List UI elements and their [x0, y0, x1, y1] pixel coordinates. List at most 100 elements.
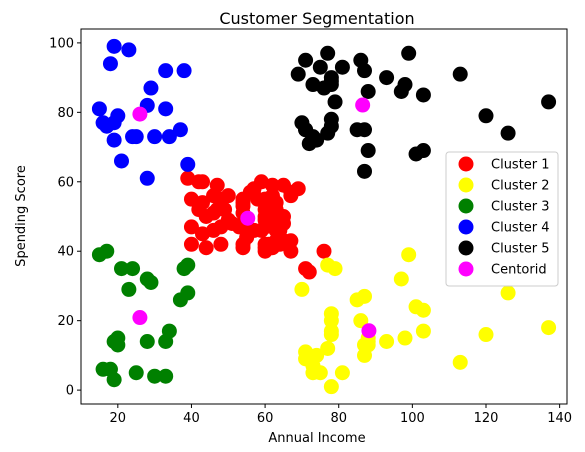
- point-cluster-2-15: [334, 365, 350, 381]
- point-cluster-2-25: [393, 271, 409, 287]
- x-tick-label: 100: [400, 411, 425, 426]
- point-cluster-5-18: [327, 94, 343, 110]
- point-cluster-2-26: [397, 330, 413, 346]
- point-cluster-2-24: [379, 334, 395, 349]
- point-cluster-5-27: [379, 70, 395, 86]
- y-tick-label: 0: [66, 384, 74, 399]
- legend-label-cluster-2: Cluster 2: [491, 179, 550, 194]
- point-cluster-3-15: [147, 368, 163, 384]
- point-cluster-2-32: [478, 327, 494, 343]
- point-cluster-2-31: [452, 354, 468, 370]
- point-centorid-4: [361, 323, 377, 339]
- point-cluster-5-22: [357, 163, 372, 179]
- point-cluster-5-37: [541, 94, 557, 110]
- point-cluster-1-65: [283, 233, 299, 249]
- point-cluster-5-0: [290, 66, 306, 82]
- x-axis-label: Annual Income: [268, 431, 365, 446]
- point-cluster-5-9: [312, 59, 328, 75]
- point-cluster-2-0: [294, 281, 310, 297]
- point-cluster-4-15: [147, 129, 163, 145]
- ticks-layer: 20 40 60 80 100 120 140 0 20 40 60 80 100: [49, 36, 572, 426]
- point-cluster-4-7: [110, 108, 126, 124]
- legend-marker-cluster-2: [458, 177, 474, 193]
- point-cluster-4-16: [158, 101, 174, 117]
- point-cluster-3-11: [128, 365, 144, 381]
- point-cluster-4-5: [106, 132, 122, 148]
- x-tick-label: 40: [183, 411, 200, 426]
- point-cluster-4-13: [139, 170, 155, 186]
- point-cluster-2-33: [500, 285, 516, 301]
- point-cluster-1-72: [316, 243, 332, 259]
- point-cluster-1-69: [290, 181, 306, 197]
- point-cluster-4-21: [180, 156, 196, 172]
- legend-label-cluster-1: Cluster 1: [491, 158, 550, 173]
- point-centorid-0: [132, 106, 148, 122]
- point-cluster-1-18: [213, 236, 229, 252]
- legend-label-cluster-5: Cluster 5: [491, 242, 550, 257]
- point-cluster-5-34: [452, 66, 468, 82]
- x-tick-label: 140: [547, 411, 572, 426]
- point-cluster-4-3: [102, 56, 118, 72]
- point-cluster-1-6: [195, 195, 210, 211]
- point-cluster-3-16: [158, 368, 174, 384]
- point-cluster-5-33: [415, 143, 431, 159]
- x-tick-label: 120: [474, 411, 499, 426]
- point-cluster-5-17: [323, 111, 339, 127]
- point-cluster-5-32: [415, 87, 431, 103]
- point-cluster-1-15: [209, 177, 225, 193]
- point-cluster-2-12: [323, 327, 339, 343]
- point-cluster-3-9: [121, 281, 137, 297]
- point-cluster-3-7: [110, 337, 126, 353]
- point-cluster-2-29: [415, 323, 431, 339]
- point-cluster-1-21: [220, 188, 236, 204]
- y-tick-label: 80: [57, 106, 74, 121]
- legend-label-cluster-3: Cluster 3: [491, 200, 550, 215]
- point-cluster-5-19: [334, 59, 350, 75]
- point-cluster-4-11: [128, 129, 144, 145]
- point-cluster-3-18: [161, 323, 177, 339]
- point-cluster-5-36: [500, 125, 516, 141]
- point-cluster-5-29: [397, 77, 413, 93]
- point-centorid-3: [355, 97, 371, 113]
- point-cluster-1-10: [198, 240, 214, 256]
- point-cluster-2-17: [353, 313, 369, 329]
- y-axis-label: Spending Score: [14, 165, 29, 267]
- point-centorid-2: [240, 210, 256, 226]
- point-cluster-1-71: [301, 264, 317, 280]
- legend: Cluster 1 Cluster 2 Cluster 3 Cluster 4 Clus…: [445, 151, 559, 287]
- legend-marker-cluster-5: [458, 240, 474, 256]
- point-cluster-2-7: [320, 340, 336, 356]
- point-cluster-5-23: [357, 122, 372, 138]
- point-cluster-3-10: [125, 261, 141, 277]
- point-cluster-5-25: [360, 84, 376, 99]
- y-tick-label: 40: [57, 245, 74, 260]
- y-tick-label: 100: [49, 36, 74, 51]
- point-cluster-5-8: [309, 132, 325, 148]
- point-cluster-4-20: [176, 63, 192, 79]
- points-layer: [91, 38, 557, 395]
- chart-title: Customer Segmentation: [219, 9, 414, 28]
- point-cluster-2-11: [323, 313, 339, 329]
- point-cluster-2-18: [357, 288, 372, 304]
- point-cluster-5-35: [478, 108, 494, 124]
- point-cluster-5-11: [320, 45, 336, 61]
- point-cluster-3-21: [180, 257, 196, 273]
- legend-marker-centorid: [458, 261, 474, 277]
- point-cluster-3-4: [106, 372, 122, 388]
- point-cluster-4-0: [91, 101, 107, 117]
- point-cluster-1-7: [195, 174, 210, 190]
- point-cluster-5-2: [298, 52, 314, 68]
- legend-marker-cluster-1: [458, 156, 474, 172]
- point-cluster-1-3: [183, 236, 199, 252]
- point-cluster-3-12: [139, 334, 155, 349]
- point-cluster-1-62: [276, 209, 291, 224]
- point-cluster-4-14: [143, 80, 159, 96]
- x-tick-label: 60: [257, 411, 274, 426]
- point-cluster-2-6: [312, 365, 328, 381]
- point-centorid-1: [132, 310, 148, 326]
- point-cluster-2-14: [327, 261, 343, 277]
- point-cluster-5-30: [401, 45, 417, 61]
- point-cluster-4-18: [161, 129, 177, 145]
- y-tick-label: 20: [57, 314, 74, 329]
